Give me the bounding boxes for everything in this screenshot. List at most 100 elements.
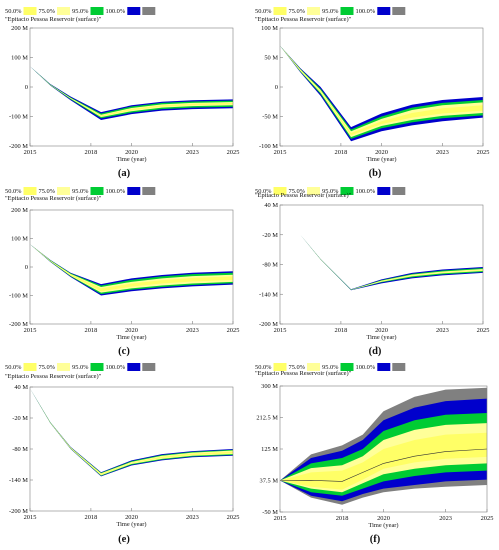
chart-title: "Epitacio Pessoa Reservoir (surface)" (255, 192, 352, 199)
legend-swatch-95-0pct (90, 363, 104, 371)
y-tick-label: -140 M (259, 291, 278, 298)
x-tick-label: 2018 (336, 515, 349, 522)
y-tick-label: 0 (25, 84, 28, 91)
chart-c: 50.0% 75.0% 95.0% 100.0% "Epitacio Pessoa Re… (5, 187, 239, 357)
legend-swatch-50-0pct (273, 363, 287, 371)
panel-caption: (c) (118, 346, 130, 357)
legend-label-95-0pct: 95.0% (322, 188, 339, 195)
legend-label-75-0pct: 75.0% (39, 364, 56, 371)
x-axis-label: Time (year) (366, 334, 396, 341)
x-axis-label: Time (year) (366, 156, 396, 163)
bands-a (30, 66, 233, 121)
legend-label-50-0pct: 50.0% (255, 188, 272, 195)
legend-swatch-50-0pct (23, 187, 37, 195)
panel-caption: (e) (118, 534, 130, 545)
x-axis-label: Time (year) (116, 521, 146, 528)
band-b50 (30, 66, 233, 117)
y-tick-label: -80 M (262, 262, 278, 269)
x-tick-label: 2020 (377, 515, 390, 522)
legend-label-75-0pct: 75.0% (289, 364, 306, 371)
x-tick-label: 2015 (24, 149, 37, 156)
y-tick-label: -80 M (12, 446, 28, 453)
legend-swatch-75-0pct (307, 363, 320, 371)
y-tick-label: 40 M (14, 384, 28, 391)
legend-swatch-95-0pct (340, 363, 354, 371)
x-tick-label: 2015 (24, 327, 37, 334)
y-tick-label: 100 M (11, 236, 28, 243)
y-tick-label: -100 M (259, 143, 278, 150)
plot-area (30, 28, 233, 146)
legend-label-100-0pct: 100.0% (106, 364, 126, 371)
y-tick-label: -200 M (9, 143, 28, 150)
legend-label-50-0pct: 50.0% (255, 364, 272, 371)
x-tick-label: 2023 (436, 149, 449, 156)
y-tick-label: -20 M (262, 232, 278, 239)
x-axis-label: Time (year) (368, 522, 398, 529)
legend-swatch-95-0pct (340, 187, 354, 195)
legend-swatch-75-0pct (57, 363, 70, 371)
x-tick-label: 2020 (375, 327, 388, 334)
y-tick-label: 40 M (264, 202, 278, 209)
legend-swatch-gray (392, 363, 406, 371)
x-tick-label: 2015 (274, 327, 287, 334)
x-tick-label: 2020 (125, 514, 138, 521)
y-tick-label: 200 M (11, 207, 28, 214)
x-tick-label: 2025 (227, 327, 240, 334)
x-tick-label: 2020 (125, 327, 138, 334)
legend-swatch-95-0pct (90, 7, 104, 15)
bands-c (30, 244, 233, 296)
x-tick-label: 2020 (375, 149, 388, 156)
legend-label-75-0pct: 75.0% (39, 8, 56, 15)
y-tick-label: 200 M (11, 25, 28, 32)
x-tick-label: 2015 (24, 514, 37, 521)
x-tick-label: 2025 (227, 149, 240, 156)
y-tick-label: -100 M (9, 293, 28, 300)
y-tick-label: 300 M (261, 383, 278, 390)
x-tick-label: 2018 (85, 514, 98, 521)
legend-swatch-50-0pct (23, 363, 37, 371)
x-tick-label: 2025 (481, 515, 494, 522)
chart-a: 50.0% 75.0% 95.0% 100.0% "Epitacio Pessoa Re… (5, 7, 239, 179)
legend-label-50-0pct: 50.0% (255, 8, 272, 15)
legend-label-95-0pct: 95.0% (322, 364, 339, 371)
chart-title: "Epitacio Pessoa Reservoir (surface)" (255, 370, 352, 377)
y-tick-label: 100 M (11, 55, 28, 62)
legend-label-75-0pct: 75.0% (289, 8, 306, 15)
x-tick-label: 2023 (186, 149, 199, 156)
legend-swatch-95-0pct (90, 187, 104, 195)
x-axis-label: Time (year) (116, 156, 146, 163)
legend-swatch-75-0pct (307, 7, 320, 15)
legend-swatch-gray (142, 7, 156, 15)
y-tick-label: -20 M (12, 415, 28, 422)
y-tick-label: 0 (25, 264, 28, 271)
x-tick-label: 2023 (186, 514, 199, 521)
legend-swatch-50-0pct (273, 7, 287, 15)
x-tick-label: 2018 (335, 327, 348, 334)
band-b50 (30, 244, 233, 292)
y-tick-label: -50 M (262, 114, 278, 121)
legend-label-95-0pct: 95.0% (322, 8, 339, 15)
x-tick-label: 2023 (439, 515, 452, 522)
x-tick-label: 2025 (477, 149, 490, 156)
y-tick-label: -50 M (262, 509, 278, 516)
bands-e (30, 388, 233, 477)
x-tick-label: 2023 (186, 327, 199, 334)
y-tick-label: 125 M (261, 446, 278, 453)
band-b50 (280, 45, 483, 136)
x-tick-label: 2025 (227, 514, 240, 521)
legend-label-100-0pct: 100.0% (356, 188, 376, 195)
x-tick-label: 2018 (85, 327, 98, 334)
legend-swatch-75-0pct (57, 187, 70, 195)
plot-area (30, 210, 233, 324)
legend-swatch-50-0pct (23, 7, 37, 15)
chart-title: "Epitacio Pessoa Reservoir (surface)" (5, 195, 102, 202)
legend-swatch-95-0pct (340, 7, 354, 15)
legend-swatch-gray (392, 7, 406, 15)
chart-f: 50.0% 75.0% 95.0% 100.0% "Epitacio Pessoa Re… (255, 363, 493, 545)
band-b50 (280, 432, 487, 490)
y-tick-label: -100 M (9, 114, 28, 121)
legend-swatch-100-0pct (127, 363, 141, 371)
x-tick-label: 2015 (274, 515, 287, 522)
bands-f (280, 387, 487, 505)
